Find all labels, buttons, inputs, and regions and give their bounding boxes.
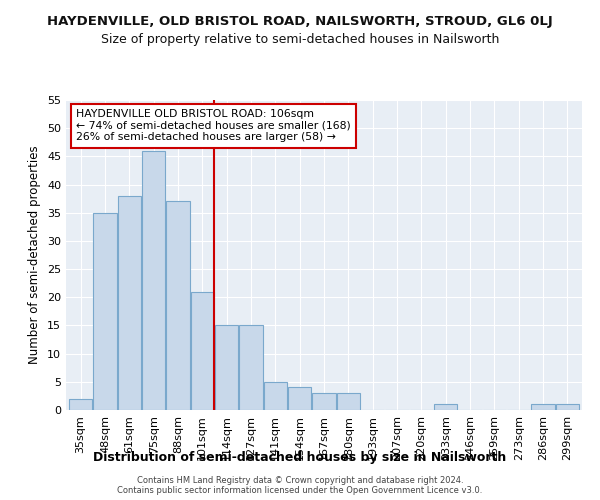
Bar [191, 292, 214, 410]
Text: Contains public sector information licensed under the Open Government Licence v3: Contains public sector information licen… [118, 486, 482, 495]
Bar [166, 202, 190, 410]
Bar [239, 326, 263, 410]
Text: HAYDENVILLE OLD BRISTOL ROAD: 106sqm
← 74% of semi-detached houses are smaller (: HAYDENVILLE OLD BRISTOL ROAD: 106sqm ← 7… [76, 110, 351, 142]
Bar [337, 393, 360, 410]
Bar [118, 196, 141, 410]
Bar [434, 404, 457, 410]
Bar [69, 398, 92, 410]
Bar [142, 150, 165, 410]
Bar [288, 388, 311, 410]
Bar [313, 393, 335, 410]
Text: Size of property relative to semi-detached houses in Nailsworth: Size of property relative to semi-detach… [101, 32, 499, 46]
Text: Distribution of semi-detached houses by size in Nailsworth: Distribution of semi-detached houses by … [94, 451, 506, 464]
Bar [556, 404, 579, 410]
Bar [264, 382, 287, 410]
Text: Contains HM Land Registry data © Crown copyright and database right 2024.: Contains HM Land Registry data © Crown c… [137, 476, 463, 485]
Y-axis label: Number of semi-detached properties: Number of semi-detached properties [28, 146, 41, 364]
Bar [215, 326, 238, 410]
Bar [532, 404, 554, 410]
Text: HAYDENVILLE, OLD BRISTOL ROAD, NAILSWORTH, STROUD, GL6 0LJ: HAYDENVILLE, OLD BRISTOL ROAD, NAILSWORT… [47, 15, 553, 28]
Bar [94, 212, 116, 410]
